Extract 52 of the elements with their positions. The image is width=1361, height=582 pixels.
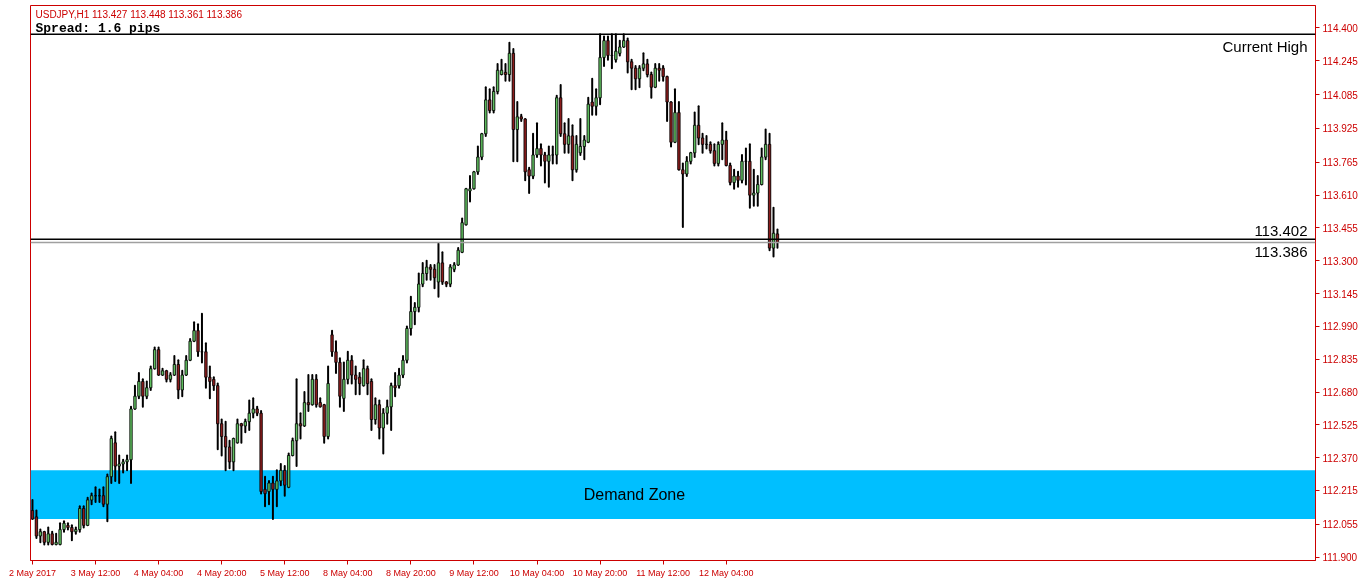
candlestick [448,264,452,288]
candlestick [436,242,441,298]
x-tick-label: 4 May 20:00 [196,567,247,578]
candlestick [547,145,551,188]
y-tick-label: 112.370 [1322,452,1359,464]
y-tick-label: 113.925 [1322,123,1359,135]
y-tick-label: 114.085 [1322,89,1359,101]
x-tick-label: 8 May 04:00 [323,567,373,578]
y-tick-label: 112.680 [1322,387,1359,399]
candlestick [748,143,752,209]
x-tick-label: 3 May 12:00 [70,567,121,578]
x-tick-label: 2 May 2017 [8,567,56,578]
candlestick [34,509,39,540]
candlestick [78,505,82,533]
y-tick-label: 112.990 [1322,321,1359,333]
annotation: Spread: 1.6 pips [35,20,161,36]
chart-title: USDJPY,H1 113.427 113.448 113.361 113.386 [35,8,243,20]
candlestick [732,168,736,190]
candlestick [271,475,275,521]
ref-line-label: Current High [1222,38,1308,56]
x-tick-label: 11 May 12:00 [636,567,691,578]
y-tick-label: 112.525 [1322,419,1359,431]
x-tick-label: 10 May 04:00 [509,567,565,578]
y-tick-label: 113.610 [1322,190,1359,202]
y-tick-label: 113.765 [1322,157,1359,169]
y-tick-label: 113.455 [1322,222,1359,234]
ref-line-label: 113.402 [1254,222,1308,240]
candlestick [58,522,62,546]
candlestick [712,143,717,167]
y-tick-label: 112.055 [1322,519,1359,531]
x-tick-label: 10 May 20:00 [572,567,628,578]
candlestick [247,399,251,432]
candlestick [141,378,145,408]
y-tick-label: 113.145 [1322,288,1359,300]
candlestick [239,422,243,444]
candlestick [294,378,299,468]
candlestick [223,420,228,472]
y-tick-label: 111.900 [1322,552,1358,564]
y-tick-label: 112.215 [1322,485,1359,497]
x-tick-label: 8 May 20:00 [386,567,436,578]
y-tick-label: 114.400 [1322,22,1359,34]
candlestick [440,251,445,286]
band-label: Demand Zone [583,486,686,504]
x-tick-label: 12 May 04:00 [698,567,754,578]
x-tick-label: 4 May 04:00 [133,567,184,578]
ref-line-label: 113.386 [1254,242,1308,260]
x-tick-label: 5 May 12:00 [259,567,310,578]
x-tick-label: 9 May 12:00 [449,567,499,578]
y-tick-label: 113.300 [1322,255,1359,267]
y-tick-label: 112.835 [1322,354,1359,366]
candlestick [113,431,117,482]
y-tick-label: 114.245 [1322,55,1359,67]
